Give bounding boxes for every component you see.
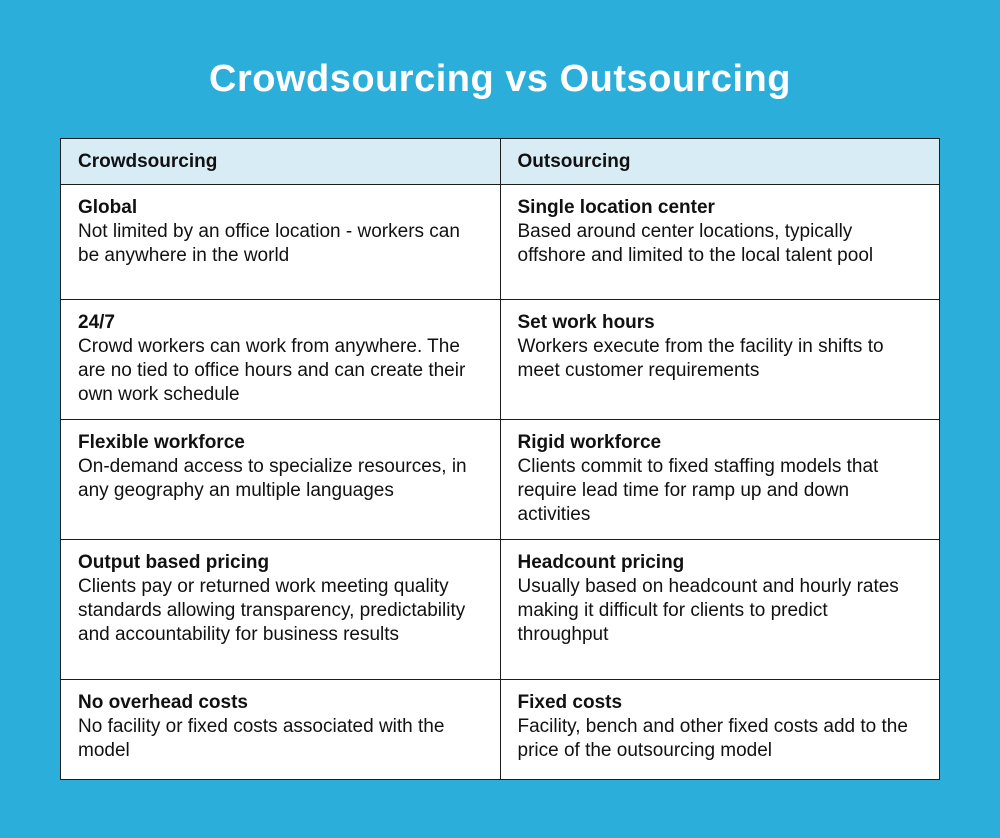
cell-heading: Single location center (517, 197, 715, 218)
cell-crowdsourcing-247: 24/7 Crowd workers can work from anywher… (60, 299, 501, 420)
cell-outsourcing-fixed-costs: Fixed costs Facility, bench and other fi… (499, 679, 940, 780)
cell-heading: Global (78, 197, 138, 218)
cell-outsourcing-single-location: Single location center Based around cent… (499, 184, 940, 300)
cell-body: On-demand access to specialize resources… (78, 456, 467, 501)
cell-crowdsourcing-flexible: Flexible workforce On-demand access to s… (60, 419, 501, 540)
cell-heading: Output based pricing (78, 552, 270, 573)
cell-body: Facility, bench and other fixed costs ad… (517, 716, 908, 761)
cell-body: Crowd workers can work from anywhere. Th… (78, 336, 466, 405)
cell-outsourcing-headcount-pricing: Headcount pricing Usually based on headc… (499, 539, 940, 680)
comparison-table: Crowdsourcing Outsourcing Global Not lim… (60, 138, 940, 780)
cell-crowdsourcing-output-pricing: Output based pricing Clients pay or retu… (60, 539, 501, 680)
cell-body: No facility or fixed costs associated wi… (78, 716, 445, 761)
cell-heading: Set work hours (517, 312, 655, 333)
cell-crowdsourcing-no-overhead: No overhead costs No facility or fixed c… (60, 679, 501, 780)
table-header-row: Crowdsourcing Outsourcing (60, 138, 940, 185)
table-row: 24/7 Crowd workers can work from anywher… (60, 299, 940, 420)
table-row: No overhead costs No facility or fixed c… (60, 679, 940, 780)
cell-heading: Headcount pricing (517, 552, 685, 573)
cell-body: Workers execute from the facility in shi… (517, 336, 884, 381)
cell-body: Clients pay or returned work meeting qua… (78, 576, 466, 645)
cell-heading: 24/7 (78, 312, 115, 333)
cell-body: Usually based on headcount and hourly ra… (517, 576, 899, 645)
table-row: Output based pricing Clients pay or retu… (60, 539, 940, 680)
table-row: Flexible workforce On-demand access to s… (60, 419, 940, 540)
cell-heading: No overhead costs (78, 692, 248, 713)
cell-body: Clients commit to fixed staffing models … (517, 456, 879, 525)
cell-outsourcing-rigid: Rigid workforce Clients commit to fixed … (499, 419, 940, 540)
cell-heading: Fixed costs (517, 692, 623, 713)
cell-crowdsourcing-global: Global Not limited by an office location… (60, 184, 501, 300)
cell-heading: Rigid workforce (517, 432, 662, 453)
table-row: Global Not limited by an office location… (60, 184, 940, 300)
column-header-outsourcing: Outsourcing (499, 138, 940, 185)
cell-body: Not limited by an office location - work… (78, 221, 460, 266)
cell-outsourcing-set-hours: Set work hours Workers execute from the … (499, 299, 940, 420)
cell-body: Based around center locations, typically… (517, 221, 874, 266)
column-header-crowdsourcing: Crowdsourcing (60, 138, 501, 185)
cell-heading: Flexible workforce (78, 432, 245, 453)
page-title: Crowdsourcing vs Outsourcing (209, 58, 791, 100)
